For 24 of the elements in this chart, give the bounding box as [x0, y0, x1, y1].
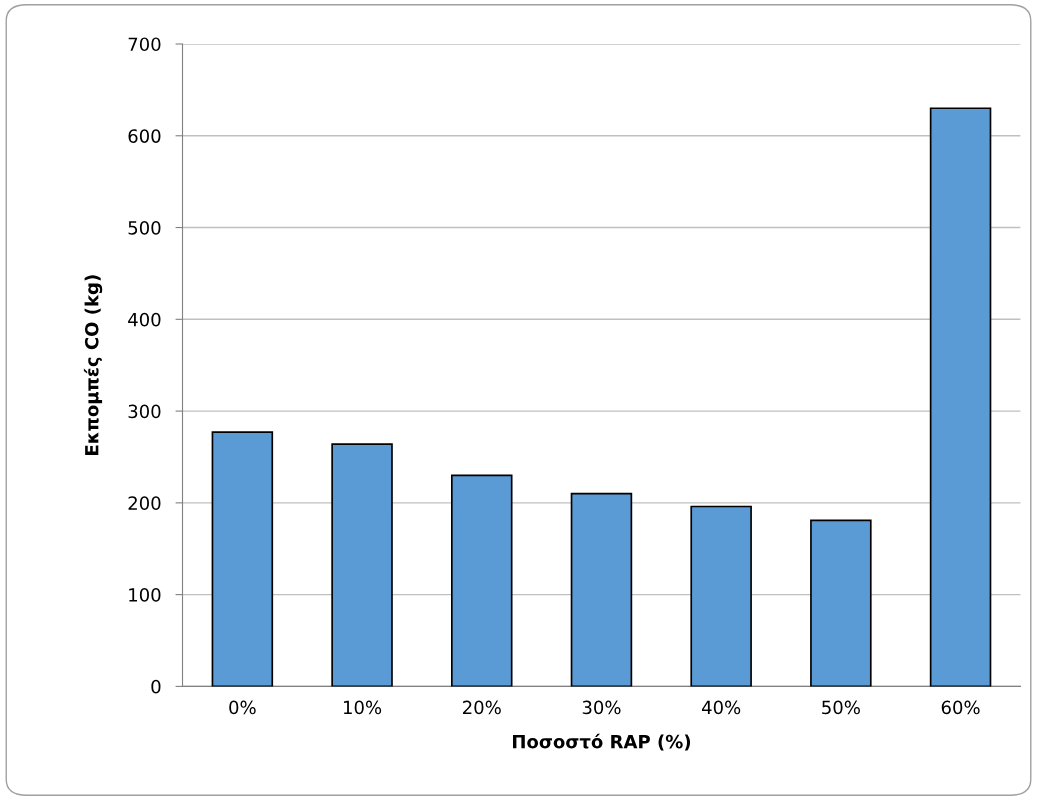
bar [690, 505, 752, 687]
x-tick-label: 20% [463, 700, 501, 715]
bar [331, 443, 393, 687]
y-tick-label: 300 [128, 404, 161, 419]
bar [929, 107, 992, 687]
bar [451, 474, 513, 687]
y-tick-label: 400 [128, 312, 161, 327]
x-tick-label: 10% [343, 700, 382, 715]
x-tick-label: 60% [941, 700, 980, 715]
y-tick-label: 0 [151, 679, 161, 694]
bar [211, 431, 274, 687]
x-tick-label: 40% [701, 700, 741, 715]
y-tick-label: 100 [129, 588, 161, 602]
y-tick-label: 600 [128, 129, 161, 143]
bar [570, 492, 633, 687]
y-tick-label: 500 [128, 221, 161, 235]
bar [810, 519, 872, 687]
x-tick-label: 50% [822, 700, 860, 715]
y-tick-label: 700 [128, 37, 161, 52]
x-tick-label: 0% [229, 700, 256, 715]
y-axis-title: Εκπομπές CO (kg) [83, 275, 103, 455]
y-tick-label: 200 [128, 496, 161, 510]
x-tick-label: 30% [582, 700, 621, 715]
x-axis-title: Ποσοστό RAP (%) [513, 733, 691, 751]
